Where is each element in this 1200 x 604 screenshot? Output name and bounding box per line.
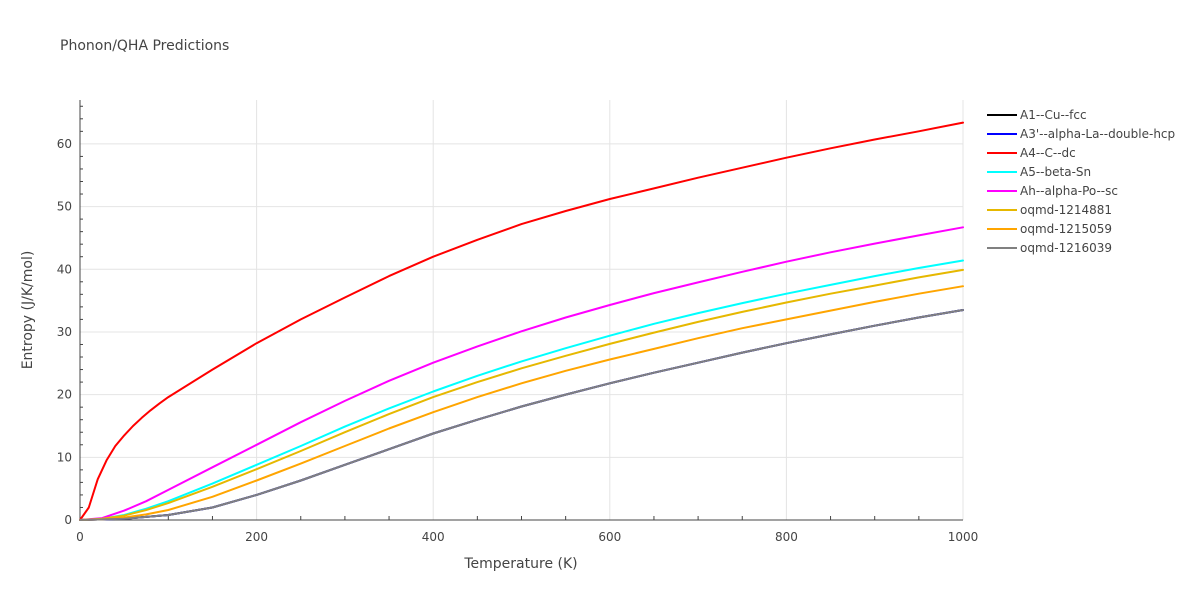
- axes-layer: 0 200 400 600 800 1000 0 10 20 30 40 50 60: [57, 100, 979, 544]
- series-line-2: [79, 309, 964, 521]
- series-line-1: [79, 309, 964, 521]
- y-tick-label: 0: [64, 513, 72, 527]
- chart-title: Phonon/QHA Predictions: [60, 38, 229, 54]
- legend-label[interactable]: oqmd-1215059: [1020, 222, 1112, 236]
- y-tick-label: 10: [57, 450, 72, 464]
- y-axis-title: Entropy (J/K/mol): [20, 251, 36, 370]
- series-line-8: [79, 309, 964, 521]
- x-axis-title: Temperature (K): [463, 556, 577, 572]
- legend: A1--Cu--fcc A3'--alpha-La--double-hcp A4--…: [987, 108, 1175, 255]
- y-tick-label: 40: [57, 262, 72, 276]
- x-tick-label: 1000: [948, 530, 979, 544]
- x-tick-label: 600: [598, 530, 621, 544]
- series-line-3: [79, 121, 964, 521]
- legend-label[interactable]: A4--C--dc: [1020, 146, 1076, 160]
- legend-label[interactable]: A5--beta-Sn: [1020, 165, 1091, 179]
- legend-label[interactable]: A1--Cu--fcc: [1020, 108, 1087, 122]
- x-tick-label: 400: [422, 530, 445, 544]
- series-line-7: [79, 285, 964, 521]
- y-tick-label: 50: [57, 200, 72, 214]
- legend-label[interactable]: Ah--alpha-Po--sc: [1020, 184, 1118, 198]
- y-tick-label: 20: [57, 388, 72, 402]
- legend-label[interactable]: oqmd-1214881: [1020, 203, 1112, 217]
- y-tick-label: 30: [57, 325, 72, 339]
- x-tick-label: 200: [245, 530, 268, 544]
- legend-label[interactable]: A3'--alpha-La--double-hcp: [1020, 127, 1175, 141]
- series-line-6: [79, 268, 964, 521]
- x-tick-label: 0: [76, 530, 84, 544]
- legend-label[interactable]: oqmd-1216039: [1020, 241, 1112, 255]
- series-layer: [79, 121, 964, 521]
- x-tick-label: 800: [775, 530, 798, 544]
- y-tick-label: 60: [57, 137, 72, 151]
- series-line-4: [79, 259, 964, 521]
- series-line-5: [79, 226, 964, 521]
